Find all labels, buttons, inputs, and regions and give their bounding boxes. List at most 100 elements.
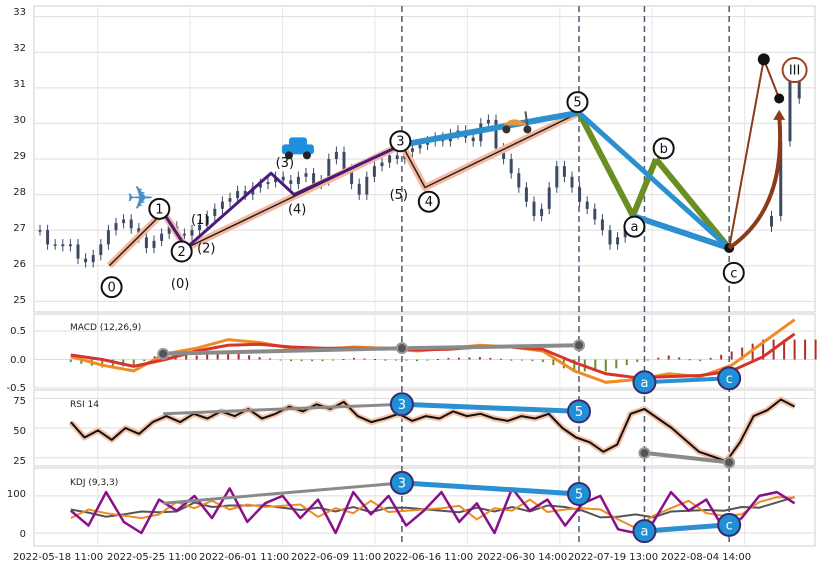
candle-body [312,173,316,184]
candle-body [289,180,293,184]
candle-body [53,244,57,246]
kdj-ytick: 0 [20,529,26,540]
rsi-line [70,398,796,463]
wave-label-3: 3 [396,135,404,150]
kdj-bubble-c: c [726,518,733,533]
macd-histogram-bar [321,359,324,362]
macd-bull-divergence-line [644,376,730,385]
x-tick: 2022-06-01 11:00 [199,552,289,563]
candle-body [616,237,620,245]
candle-body [304,173,308,177]
candle-body [182,233,186,236]
macd-histogram-bar [783,339,786,360]
candle-body [600,219,604,231]
price-ytick: 32 [13,43,26,54]
kdj-bubble-5-circle [567,482,591,506]
wave-label-a-circle [623,215,646,238]
candle-body [540,208,544,216]
candle-body [570,176,574,188]
macd-histogram-bar [793,339,796,360]
macd-histogram-bar [374,359,377,361]
price-ytick: 30 [13,115,26,126]
candle-body [61,244,65,247]
macd-histogram-bar [646,359,649,361]
kdj-label: KDJ (9,3,3) [70,478,118,488]
macd-histogram-bar [258,357,261,360]
candle-body [770,215,773,227]
x-tick: 2022-07-19 13:00 [568,552,658,563]
macd-histogram-bar [499,358,502,360]
candle-body [585,201,589,209]
projection-line [762,59,781,99]
candle-body [190,230,194,236]
macd-divergence-point [395,342,408,355]
macd-histogram-bar [678,357,681,360]
wave-label-2-circle [170,240,193,263]
primary-wave-line [108,112,580,267]
macd-histogram-bar [804,339,807,360]
macd-divergence-point [573,339,585,352]
macd-histogram-bar [101,359,104,368]
macd-histogram-bar [468,357,471,360]
macd-histogram-bar [531,359,534,362]
macd-histogram-bar [688,359,691,361]
wave-3-5-connector [401,109,580,148]
candle-body [129,219,133,229]
wave-label-3-circle [389,130,412,153]
macd-histogram-bar [143,359,146,362]
macd-histogram-bar [269,358,272,360]
candle-body [502,148,506,159]
wave-label-b: b [660,142,668,157]
macd-histogram-bar [279,359,282,361]
candle-body [471,137,475,142]
candle-body [91,255,95,263]
macd-divergence-point [157,347,170,360]
macd-histogram-bar [552,359,555,366]
candle-body [236,191,240,199]
macd-histogram-bar [311,359,314,362]
sub-wave-line [161,143,403,250]
rsi-bubble-3: 3 [398,398,406,413]
candle-body [114,223,118,231]
candle-body [418,144,422,149]
candle-body [517,173,521,188]
macd-histogram-bar [636,359,639,362]
kdj-bubble-3-circle [389,470,414,495]
macd-bubble-c: c [726,372,733,387]
kdj-j-line [69,487,796,535]
kdj-bubble-a: a [640,525,648,540]
rsi-ytick: 50 [13,426,26,437]
candle-body [555,166,559,188]
macd-histogram-bar [667,355,670,360]
macd-histogram-bar [185,354,188,360]
candle-body [327,159,331,181]
candle-body [380,162,384,167]
wave-label-0: 0 [107,281,115,296]
wave-label-5: 5 [573,96,581,111]
correction-5-c-connector [577,110,731,250]
candle-body [167,226,171,234]
macd-histogram-bar [762,339,765,360]
projection-arrow [728,116,783,250]
candle-body [372,166,376,177]
price-ytick: 26 [13,259,26,270]
wave-label-5-circle [566,91,589,114]
x-tick: 2022-06-16 11:00 [383,552,473,563]
macd-histogram-bar [80,359,83,364]
macd-histogram-bar [353,357,356,360]
candle-body [122,219,126,224]
candle-body [258,183,262,188]
macd-ytick: -0.5 [6,383,26,394]
candle-body [144,237,148,248]
x-tick: 2022-06-30 14:00 [477,552,567,563]
kdj-bull-divergence-line [644,522,730,534]
macd-histogram-bar [657,357,660,360]
wave-label-paren-2: (2) [197,241,215,256]
rsi-bubble-5-circle [567,399,591,424]
candle-body [486,119,490,124]
macd-histogram-bar [436,359,439,361]
candle-body [213,208,217,216]
price-ytick: 33 [13,7,26,18]
candle-body [350,169,354,184]
